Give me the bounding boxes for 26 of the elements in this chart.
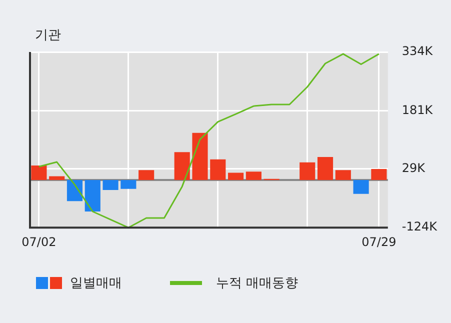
- bar: [317, 157, 334, 180]
- bar: [210, 159, 226, 180]
- y-tick-label: -124K: [402, 220, 438, 234]
- bar: [335, 170, 351, 180]
- bar: [120, 180, 136, 189]
- bar: [31, 165, 47, 180]
- legend-label: 일별매매: [70, 275, 122, 292]
- bar: [49, 176, 65, 180]
- bar: [300, 162, 316, 180]
- bar: [246, 172, 262, 180]
- y-tick-label: 334K: [402, 44, 434, 58]
- bar: [174, 152, 190, 180]
- bar: [138, 170, 154, 180]
- bar: [84, 180, 100, 212]
- bar: [192, 132, 208, 180]
- bar: [353, 180, 369, 194]
- bar: [228, 172, 244, 180]
- y-tick-label: 29K: [402, 161, 426, 176]
- bar: [371, 168, 387, 180]
- x-tick-label: 07/29: [362, 234, 396, 249]
- x-tick-label: 07/02: [22, 234, 56, 249]
- bar: [66, 180, 83, 202]
- bar: [102, 180, 118, 190]
- y-tick-label: 181K: [402, 102, 434, 117]
- legend-label: 누적 매매동향: [216, 275, 298, 292]
- chart-title: 기관: [35, 27, 61, 44]
